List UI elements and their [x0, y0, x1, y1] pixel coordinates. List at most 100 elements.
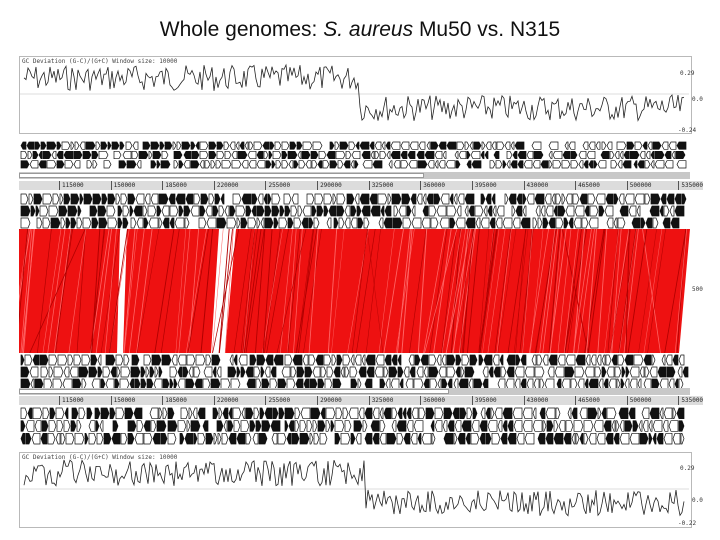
gene-arrow: [648, 420, 653, 432]
gene-arrow: [302, 141, 313, 150]
gene-arrow: [178, 160, 184, 169]
gene-arrow: [659, 205, 664, 217]
gene-arrow: [555, 407, 561, 420]
gene-arrow: [597, 407, 602, 420]
match-line: [224, 229, 234, 353]
gene-arrow: [150, 141, 160, 150]
gene-arrow: [216, 141, 224, 150]
gene-arrow: [208, 141, 217, 150]
gene-arrow: [244, 141, 249, 150]
gene-arrow: [212, 205, 219, 217]
gene-arrow: [67, 205, 78, 217]
gene-arrow: [642, 141, 648, 150]
gene-arrow: [203, 366, 213, 378]
gene-arrow: [583, 420, 594, 432]
gene-arrow: [188, 407, 193, 420]
scrollbar-bottom[interactable]: [19, 388, 690, 395]
gene-arrow: [178, 205, 184, 217]
gene-arrow: [339, 141, 349, 150]
gene-arrow: [492, 354, 500, 366]
gene-arrow: [116, 366, 121, 378]
gene-arrow: [291, 193, 299, 205]
ruler-top-tick: 185000: [162, 181, 187, 190]
gene-arrow: [176, 141, 182, 150]
gene-arrow: [336, 193, 346, 205]
gene-arrow: [136, 217, 144, 229]
gene-arrow: [406, 420, 414, 432]
gene-arrow: [551, 193, 556, 205]
gene-arrow: [669, 205, 675, 217]
match-line: [550, 229, 563, 353]
gene-arrow: [532, 160, 541, 169]
gene-arrow: [446, 354, 456, 366]
gene-arrow: [55, 407, 65, 420]
gene-arrow: [91, 217, 99, 229]
match-line: [460, 229, 470, 353]
gene-arrow: [403, 432, 411, 445]
gene-arrow: [205, 432, 214, 445]
gene-arrow: [413, 378, 424, 390]
match-line: [287, 229, 301, 353]
genome-comparison-panel: [19, 229, 690, 353]
gene-arrow: [558, 420, 566, 432]
gene-arrow: [575, 354, 586, 366]
gene-arrow: [271, 432, 278, 445]
gene-arrow: [131, 150, 139, 160]
gene-arrow: [464, 141, 470, 150]
match-line: [424, 229, 458, 353]
gene-arrow: [348, 407, 359, 420]
match-line: [331, 229, 345, 353]
match-line: [572, 229, 592, 353]
gene-arrow: [664, 160, 674, 169]
gene-arrow: [631, 217, 641, 229]
gene-arrow: [427, 160, 435, 169]
gc-min-label-top: -0.24: [678, 127, 697, 134]
gene-arrow: [336, 205, 345, 217]
gene-arrow: [140, 366, 146, 378]
gene-arrow: [79, 141, 86, 150]
gene-arrow: [208, 150, 217, 160]
gene-arrow: [545, 407, 556, 420]
gene-arrow: [120, 366, 131, 378]
gene-arrow: [169, 378, 174, 390]
gene-arrow: [338, 217, 345, 229]
gene-arrow: [120, 432, 128, 445]
gene-arrow: [512, 217, 521, 229]
match-line: [542, 229, 559, 353]
gene-arrow: [409, 366, 416, 378]
match-line: [429, 229, 448, 353]
gene-arrow: [390, 141, 401, 150]
scrollbar-top[interactable]: [19, 172, 690, 179]
gene-arrow: [378, 217, 384, 229]
gene-arrow: [537, 432, 546, 445]
gene-arrow: [402, 217, 412, 229]
gene-arrow: [397, 354, 402, 366]
gene-arrow: [270, 420, 281, 432]
match-line: [42, 229, 62, 353]
gene-arrow: [548, 141, 559, 150]
gene-arrow: [522, 407, 533, 420]
gene-arrow: [383, 366, 389, 378]
gene-arrow: [414, 354, 421, 366]
scroll-thumb-bottom[interactable]: [19, 389, 449, 394]
gene-arrow: [182, 366, 189, 378]
gene-arrow: [634, 141, 643, 150]
scroll-thumb-top[interactable]: [19, 173, 424, 178]
gene-arrow: [364, 432, 373, 445]
gene-arrow: [248, 160, 257, 169]
gene-arrow: [489, 160, 496, 169]
gene-arrow: [354, 354, 362, 366]
gene-arrow: [190, 205, 200, 217]
gene-arrow: [263, 150, 269, 160]
gene-arrow: [278, 407, 285, 420]
gene-arrow: [464, 205, 469, 217]
gene-arrow: [453, 432, 458, 445]
gene-arrow: [279, 205, 285, 217]
gene-arrow: [260, 217, 265, 229]
gene-arrow: [461, 420, 472, 432]
gene-arrow: [130, 217, 137, 229]
ruler-top-tick: 360000: [420, 181, 445, 190]
gene-arrow: [438, 366, 447, 378]
gene-arrow: [515, 354, 521, 366]
match-line: [243, 229, 262, 353]
